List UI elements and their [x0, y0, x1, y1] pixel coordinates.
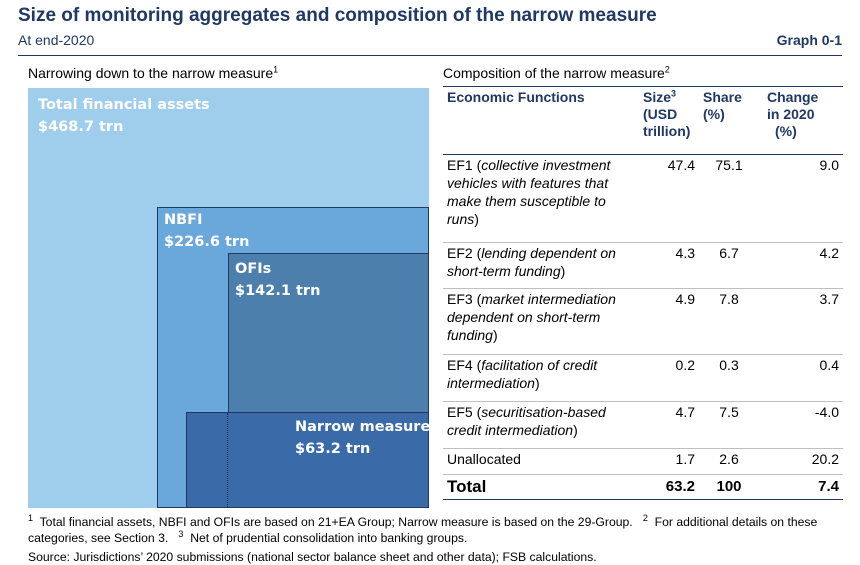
table-row-total: Total 63.2 100 7.4	[443, 474, 843, 499]
cell-share: 75.1	[715, 156, 743, 173]
label-narrow-measure: Narrow measure $63.2 trn	[295, 416, 430, 460]
cell-size: 0.2	[675, 356, 695, 373]
col-header-size: Size3 (USD trillion)	[639, 88, 699, 155]
cell-change: 20.2	[811, 450, 839, 467]
cell-change: 9.0	[819, 156, 839, 173]
cell-change: -4.0	[814, 403, 839, 420]
row-function: EF4 (facilitation of credit intermediati…	[447, 356, 598, 391]
cell-change: 0.4	[819, 356, 839, 373]
cell-size: 47.4	[667, 156, 695, 173]
table-header-row: Economic Functions Size3 (USD trillion) …	[443, 88, 843, 155]
cell-size: 4.7	[675, 403, 695, 420]
footnotes: 1 Total financial assets, NBFI and OFIs …	[28, 512, 818, 545]
cell-size: 1.7	[675, 450, 695, 467]
series-value: $468.7 trn	[38, 119, 124, 135]
table-row: EF1 (collective investment vehicles with…	[443, 154, 843, 242]
cell-change: 3.7	[819, 290, 839, 307]
table-row: EF5 (securitisation-based credit interme…	[443, 401, 843, 448]
cell-size: 4.3	[675, 244, 695, 261]
row-function: Total	[447, 476, 487, 496]
table-row: EF4 (facilitation of credit intermediati…	[443, 354, 843, 401]
area-narrow-measure	[186, 412, 429, 508]
table-row: EF3 (market intermediation dependent on …	[443, 288, 843, 354]
right-panel-rule	[443, 86, 843, 87]
cell-share: 100	[716, 477, 742, 495]
row-function: EF5 (securitisation-based credit interme…	[447, 403, 606, 438]
cell-share: 2.6	[719, 450, 739, 467]
page-title: Size of monitoring aggregates and compos…	[18, 5, 657, 26]
cell-share: 7.5	[719, 403, 739, 420]
left-panel-title: Narrowing down to the narrow measure1	[28, 64, 279, 81]
composition-table: Economic Functions Size3 (USD trillion) …	[443, 88, 843, 500]
series-name: Total financial assets	[38, 97, 210, 113]
row-function: EF3 (market intermediation dependent on …	[447, 290, 616, 343]
cell-share: 7.8	[719, 290, 739, 307]
table-row: EF2 (lending dependent on short-term fun…	[443, 242, 843, 288]
row-function: Unallocated	[447, 450, 521, 467]
col-header-share: Share (%)	[699, 88, 759, 155]
label-nbfi: NBFI $226.6 trn	[164, 209, 249, 253]
header-divider	[18, 55, 842, 56]
series-name: OFIs	[235, 261, 272, 277]
row-function: EF2 (lending dependent on short-term fun…	[447, 244, 616, 279]
narrow-measure-divider	[227, 413, 228, 507]
label-total-financial-assets: Total financial assets $468.7 trn	[38, 94, 210, 138]
right-panel-title: Composition of the narrow measure2	[443, 64, 670, 81]
row-function: EF1 (collective investment vehicles with…	[447, 156, 611, 227]
cell-change: 7.4	[818, 477, 839, 495]
page-subtitle: At end-2020	[18, 32, 95, 48]
series-value: $226.6 trn	[164, 234, 250, 250]
col-header-change: Change in 2020 (%)	[759, 88, 843, 155]
cell-size: 63.2	[665, 477, 695, 495]
graph-number: Graph 0-1	[776, 32, 842, 48]
cell-change: 4.2	[819, 244, 839, 261]
series-name: NBFI	[164, 212, 203, 228]
table-row-unallocated: Unallocated 1.7 2.6 20.2	[443, 448, 843, 474]
cell-share: 6.7	[719, 244, 739, 261]
source-note: Source: Jurisdictions’ 2020 submissions …	[28, 550, 597, 564]
series-value: $63.2 trn	[295, 441, 371, 457]
label-ofis: OFIs $142.1 trn	[235, 258, 320, 302]
series-name: Narrow measure	[295, 419, 431, 435]
cell-share: 0.3	[719, 356, 739, 373]
series-value: $142.1 trn	[235, 283, 321, 299]
cell-size: 4.9	[675, 290, 695, 307]
col-header-functions: Economic Functions	[443, 88, 639, 155]
